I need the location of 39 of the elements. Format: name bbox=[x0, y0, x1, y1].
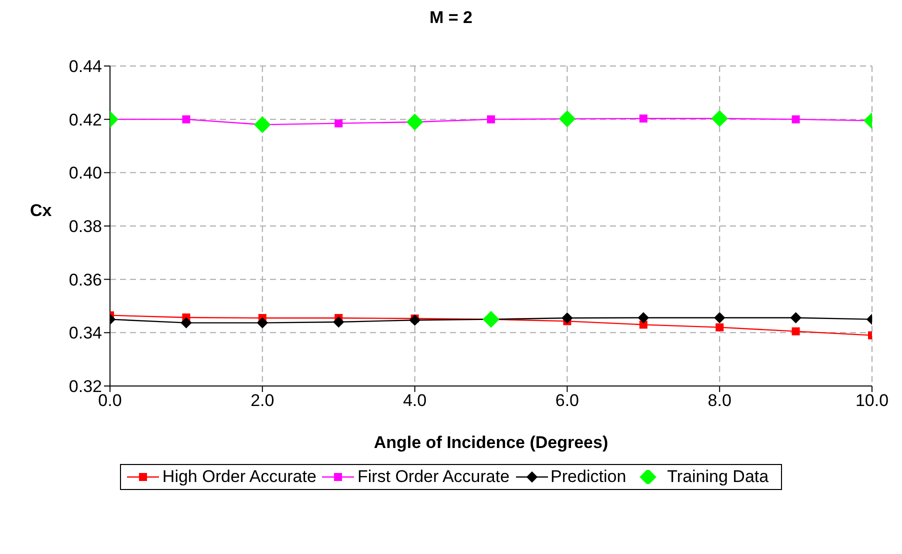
point bbox=[254, 116, 271, 134]
point bbox=[406, 114, 424, 130]
x-tick-label: 4.0 bbox=[402, 391, 427, 410]
x-tick-label: 6.0 bbox=[555, 391, 580, 410]
x-tick-label: 8.0 bbox=[708, 391, 732, 410]
point bbox=[558, 110, 576, 128]
legend-label: Training Data bbox=[667, 467, 769, 487]
point bbox=[638, 312, 649, 324]
y-tick-label: 0.40 bbox=[68, 164, 102, 183]
point bbox=[790, 312, 802, 324]
point bbox=[182, 115, 190, 124]
point bbox=[711, 110, 728, 127]
point bbox=[409, 314, 420, 326]
point bbox=[714, 312, 726, 324]
y-tick-label: 0.44 bbox=[68, 57, 102, 76]
y-tick-label: 0.34 bbox=[68, 324, 102, 343]
point bbox=[256, 317, 268, 328]
point bbox=[792, 327, 800, 336]
point bbox=[333, 316, 344, 328]
x-tick-label: 10.0 bbox=[855, 391, 889, 410]
x-tick-label: 2.0 bbox=[250, 391, 274, 410]
point bbox=[482, 310, 500, 328]
point bbox=[562, 312, 573, 324]
point bbox=[334, 119, 343, 128]
point bbox=[487, 115, 495, 124]
point bbox=[792, 115, 800, 124]
legend-label: Prediction bbox=[550, 467, 626, 487]
y-axis-title: Cx bbox=[30, 201, 52, 221]
chart-title: M = 2 bbox=[428, 8, 474, 29]
legend-label: First Order Accurate bbox=[357, 467, 510, 487]
y-tick-label: 0.42 bbox=[68, 110, 102, 130]
point bbox=[639, 114, 648, 123]
point bbox=[716, 323, 724, 332]
x-axis-title: Angle of Incidence (Degrees) bbox=[374, 433, 608, 452]
point bbox=[180, 317, 192, 328]
y-tick-label: 0.36 bbox=[68, 270, 102, 290]
y-tick-label: 0.38 bbox=[68, 217, 102, 236]
legend-label: High Order Accurate bbox=[162, 467, 316, 487]
x-tick-label: 0.0 bbox=[98, 391, 122, 410]
